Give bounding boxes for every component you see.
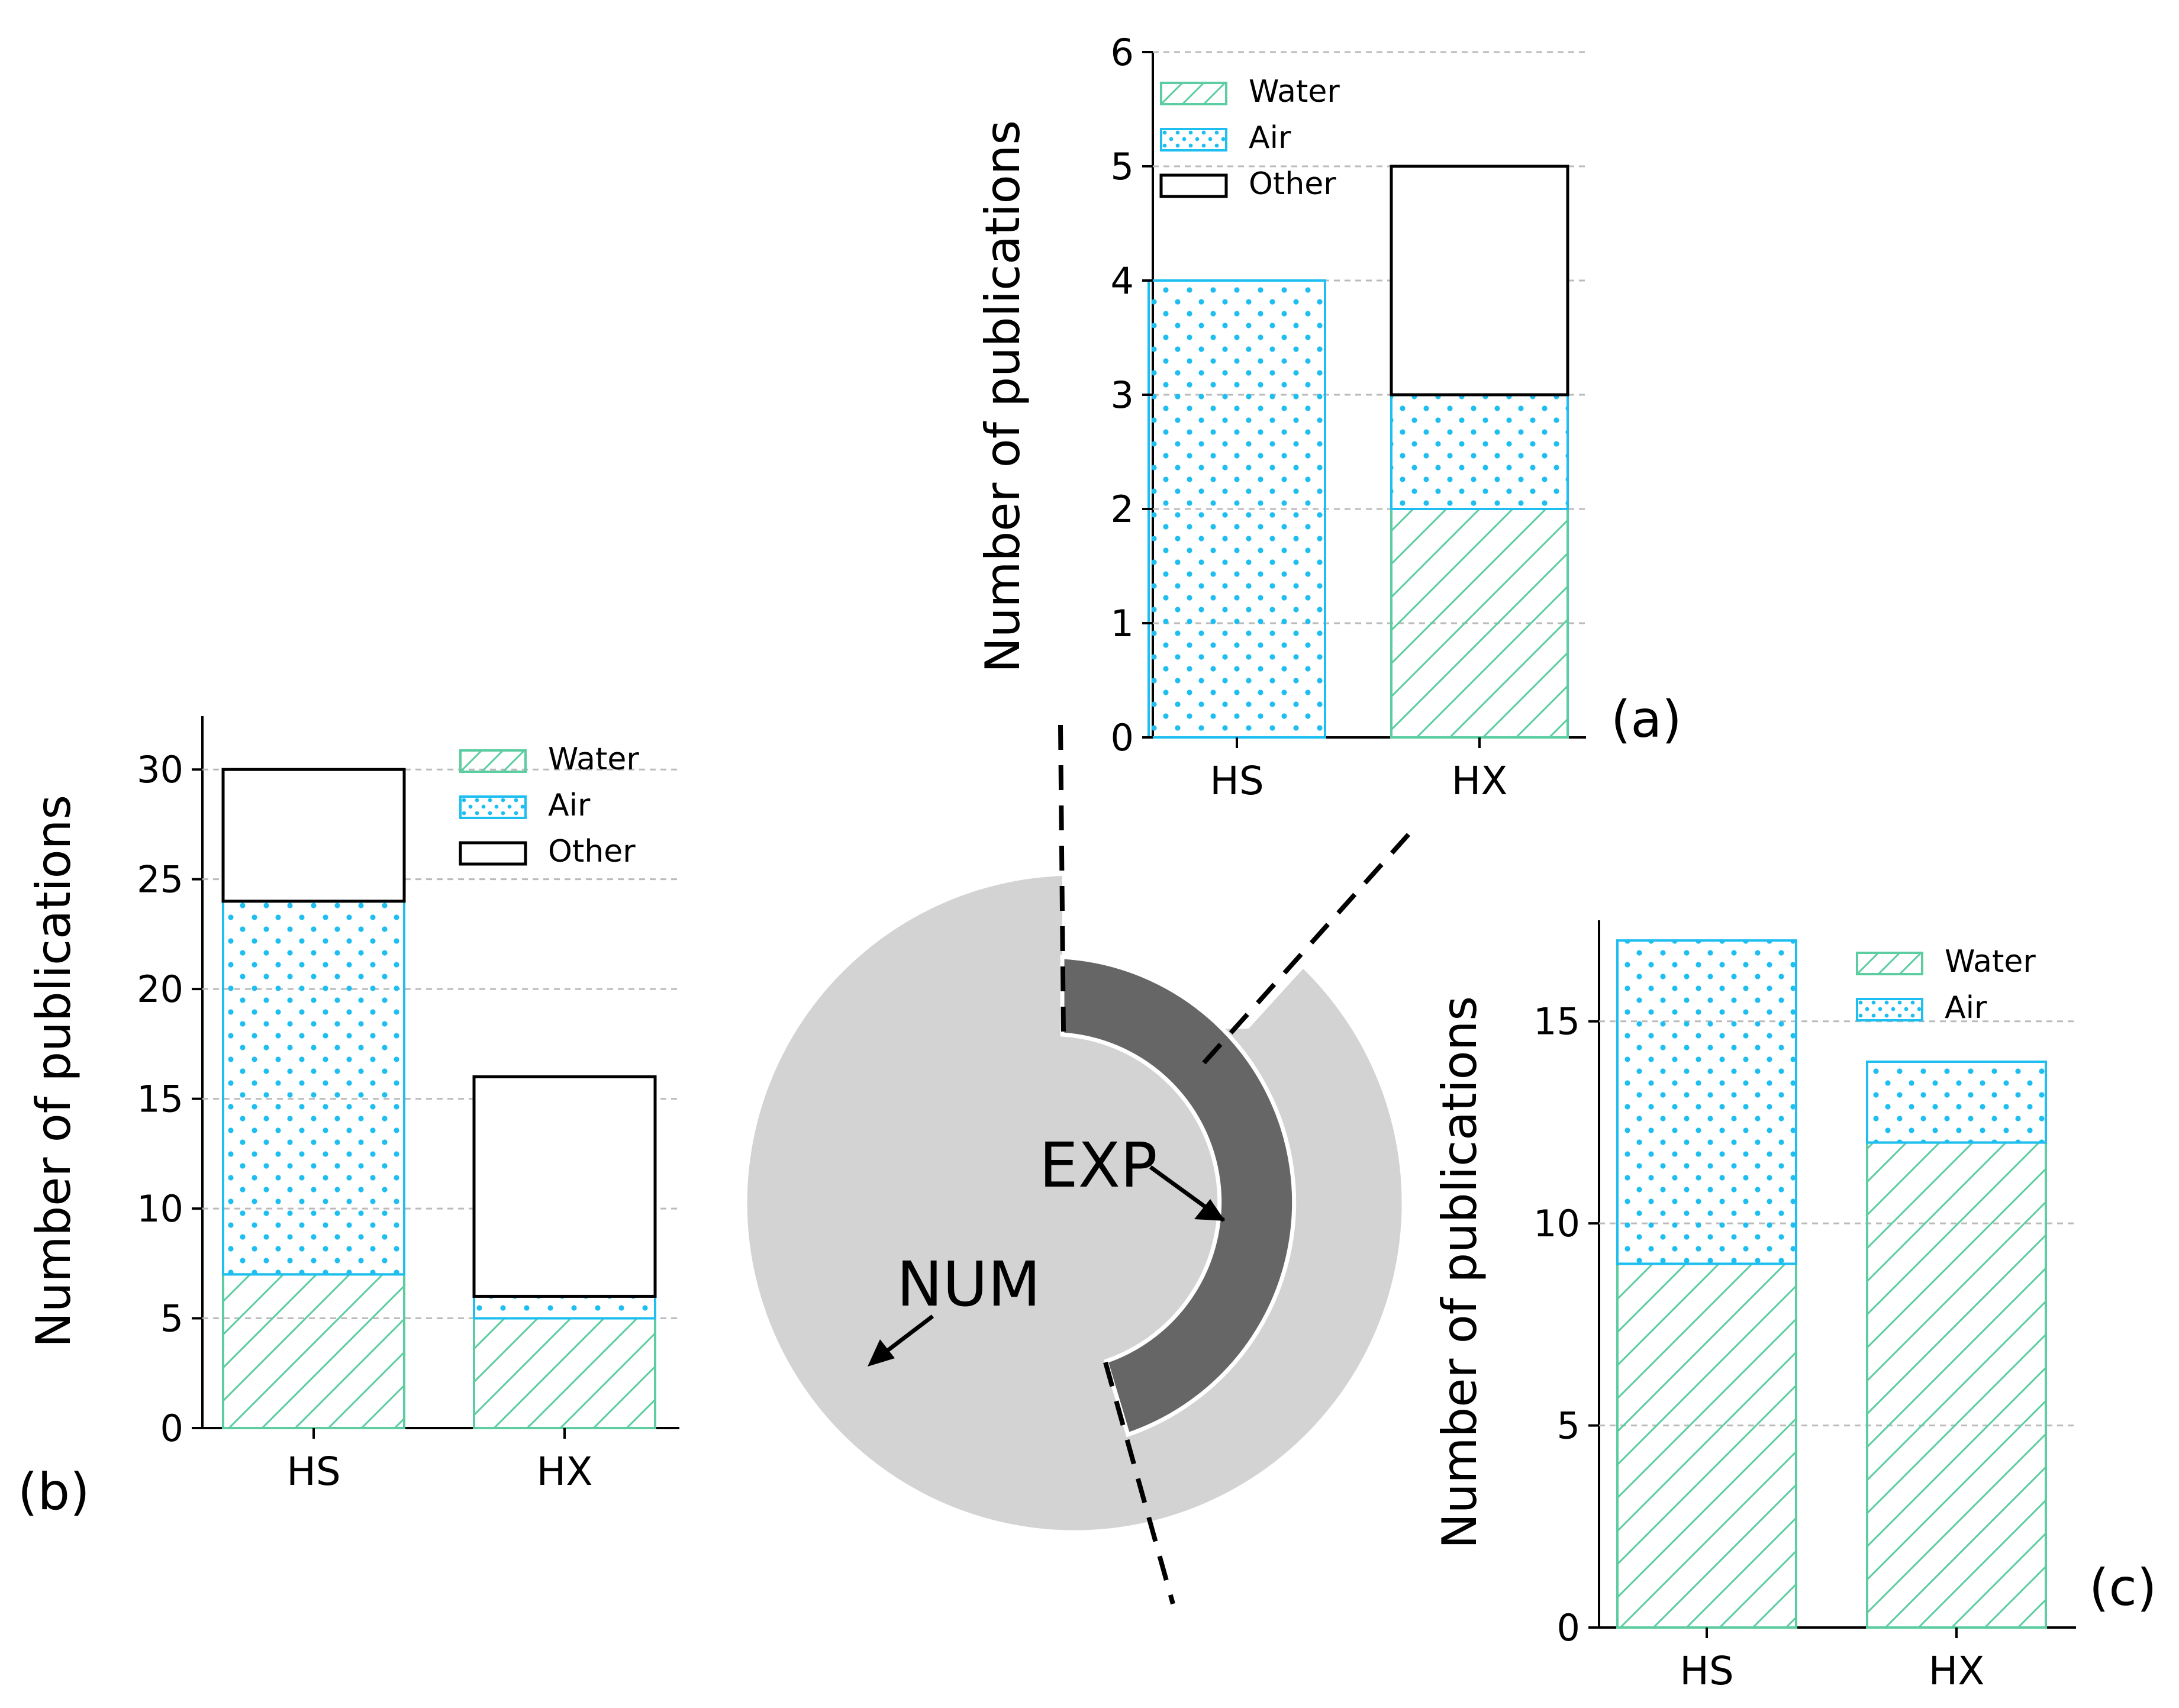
y-tick-label: 0 — [1557, 1606, 1580, 1649]
y-tick-label: 10 — [1533, 1202, 1580, 1245]
y-tick-label: 15 — [1533, 1000, 1580, 1043]
bar-segment-water-hs — [1616, 1262, 1797, 1629]
exp-arrowhead — [1194, 1199, 1225, 1221]
exp-label: EXP — [1039, 1129, 1158, 1201]
x-tick-label-hs: HS — [1680, 1648, 1734, 1694]
y-tick-label: 10 — [137, 1187, 183, 1230]
y-tick-label: 5 — [160, 1297, 183, 1340]
num-label: NUM — [897, 1248, 1041, 1320]
legend: Water Air Other — [1159, 74, 1340, 202]
bar-segment-other-hs — [221, 768, 406, 903]
bar-segment-air-hs — [1616, 939, 1797, 1265]
bar-segment-air-hs — [1147, 279, 1326, 739]
legend-swatch-water — [459, 749, 527, 773]
legend-swatch-other — [459, 841, 527, 866]
bar-segment-water-hs — [222, 1273, 405, 1429]
y-tick-label: 3 — [1111, 373, 1134, 417]
chart-panel-c: 0 5 10 15 HS HX Number of publications (c) W… — [1432, 920, 2157, 1694]
legend-label-other: Other — [548, 834, 636, 869]
y-tick-label: 6 — [1111, 31, 1134, 74]
legend-label-water: Water — [1945, 944, 2036, 979]
legend-item-air: Air — [1160, 120, 1291, 156]
legend-item-air: Air — [459, 788, 591, 823]
legend-label-water: Water — [548, 742, 639, 777]
legend-swatch-water — [1160, 82, 1227, 105]
y-tick-label: 2 — [1111, 488, 1134, 531]
dashed-connector — [1194, 833, 1410, 1074]
bar-segment-air-hx — [473, 1295, 656, 1320]
y-tick-label: 25 — [137, 858, 183, 901]
legend-label-air: Air — [548, 788, 591, 823]
x-tick-label-hs: HS — [1210, 758, 1264, 804]
y-tick-label: 0 — [1111, 716, 1134, 759]
num-ring — [747, 876, 1402, 1530]
y-axis-label: Number of publications — [975, 120, 1030, 673]
bar-segment-water-hx — [473, 1317, 656, 1429]
legend-label-air: Air — [1945, 990, 1987, 1026]
x-tick-label-hx: HX — [1452, 758, 1508, 804]
bar-segment-water-hx — [1866, 1141, 2047, 1629]
legend-swatch-water — [1856, 952, 1923, 975]
y-tick-label: 5 — [1557, 1404, 1580, 1448]
y-tick-label: 0 — [160, 1407, 183, 1450]
bar-segment-air-hx — [1866, 1061, 2047, 1144]
y-tick-label: 5 — [1111, 145, 1134, 188]
bar-segment-other-hx — [472, 1075, 657, 1298]
legend-item-other: Other — [459, 834, 636, 869]
legend-item-other: Other — [1159, 166, 1336, 202]
panel-label-a: (a) — [1611, 690, 1682, 749]
legend: Water Air — [1856, 944, 2036, 1026]
legend-label-water: Water — [1249, 74, 1340, 109]
legend-swatch-air — [1160, 128, 1227, 152]
legend-item-water: Water — [1160, 74, 1340, 109]
x-tick-label-hs: HS — [286, 1449, 341, 1494]
legend-item-water: Water — [459, 742, 639, 777]
y-tick-label: 4 — [1111, 259, 1134, 302]
y-tick-label: 15 — [137, 1078, 183, 1121]
bar-segment-other-hx — [1390, 165, 1569, 397]
bar-segment-water-hx — [1390, 508, 1569, 739]
legend-swatch-air — [459, 795, 527, 819]
panel-label-b: (b) — [18, 1462, 90, 1522]
legend-swatch-air — [1856, 998, 1923, 1021]
x-tick-label-hx: HX — [1929, 1648, 1985, 1694]
dashed-connector — [1058, 724, 1066, 1036]
num-ring-outer-segment — [1134, 969, 1397, 1513]
panel-label-c: (c) — [2089, 1558, 2157, 1617]
legend: Water Air Other — [459, 742, 639, 869]
dashed-connector — [1103, 1361, 1175, 1605]
y-axis-label: Number of publications — [1432, 996, 1487, 1549]
y-axis-label: Number of publications — [26, 795, 81, 1348]
bar-segment-air-hx — [1390, 394, 1569, 510]
legend-item-water: Water — [1856, 944, 2036, 979]
legend-item-air: Air — [1856, 990, 1987, 1026]
y-tick-label: 20 — [137, 968, 183, 1011]
legend-swatch-other — [1159, 173, 1228, 198]
legend-label-other: Other — [1249, 166, 1336, 202]
donut-chart: EXP NUM — [747, 724, 1410, 1605]
chart-panel-b: 0 5 10 15 20 25 30 HS HX Number of publications… — [18, 716, 679, 1522]
legend-label-air: Air — [1249, 120, 1291, 156]
num-arrowhead — [868, 1339, 895, 1367]
bar-segment-air-hs — [222, 900, 405, 1276]
y-tick-label: 1 — [1111, 602, 1134, 645]
x-tick-label-hx: HX — [537, 1449, 593, 1494]
y-tick-label: 30 — [137, 748, 183, 791]
exp-ring — [1060, 955, 1297, 1438]
